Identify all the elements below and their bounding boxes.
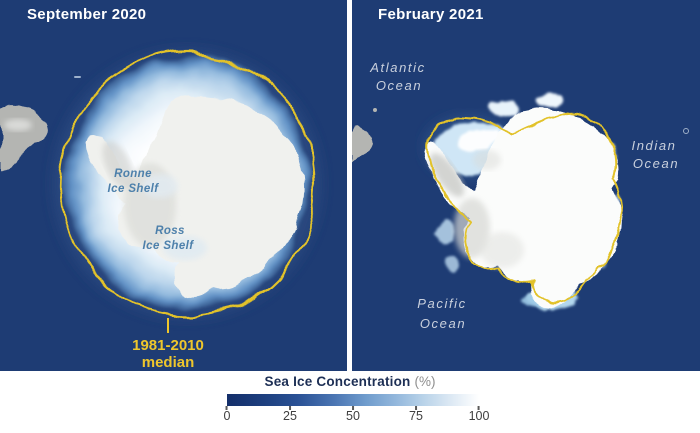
colorbar: 0 25 50 75 100 [223,394,489,430]
pacific-ocean-label-line2: Ocean [420,316,466,331]
map-panel-september-2020: September 2020 Ronne Ice Shelf Ross Ice … [0,0,347,371]
legend-title-text: Sea Ice Concentration [264,374,411,389]
pacific-ocean-label-line1: Pacific [417,296,467,311]
colorbar-tick-0: 0 [223,406,231,424]
colorbar-tick-25: 25 [283,406,297,424]
median-extent-line [427,112,623,304]
indian-ocean-label-line2: Ocean [633,156,679,171]
legend-title: Sea Ice Concentration (%) [0,374,700,389]
small-island [74,76,81,78]
indian-ocean-label-line1: Indian [631,138,676,153]
tick-mark [352,406,354,410]
colorbar-tick-75: 75 [409,406,423,424]
median-label-line2: median [142,354,195,371]
peninsula-shading [102,140,134,190]
tick-label: 100 [468,409,490,423]
tick-mark [225,406,228,410]
ross-ice-shelf-area [163,236,207,260]
colorbar-gradient [227,394,479,406]
legend-unit: (%) [414,374,436,389]
antarctica-continent [86,96,305,298]
median-label-line1: 1981-2010 [132,337,204,354]
atlantic-ocean-label-line1: Atlantic [369,60,425,75]
legend-strip: Sea Ice Concentration (%) 0 25 50 75 [0,371,700,433]
ronne-ice-shelf-label-line1: Ronne [114,168,152,180]
atlantic-ocean-label-line2: Ocean [376,78,422,93]
tick-mark [415,406,417,410]
panel-title-right: February 2021 [378,6,484,23]
small-island [373,108,377,112]
ronne-ice-shelf-area [142,174,178,198]
panel-title-left: September 2020 [27,6,146,23]
south-america-snow [4,119,32,131]
colorbar-tick-50: 50 [346,406,360,424]
ronne-shelf-shading [473,150,501,170]
small-island [683,128,689,134]
tick-mark [289,406,291,410]
ronne-ice-shelf-label-line2: Ice Shelf [108,183,160,195]
colorbar-tick-100: 100 [468,406,490,424]
tick-label: 75 [409,409,423,423]
ross-shelf-shading [480,232,524,268]
median-extent-line [60,50,318,318]
south-america-tip [352,125,374,161]
ross-ice-shelf-label-line2: Ice Shelf [143,240,195,252]
tick-label: 25 [283,409,297,423]
tick-label: 0 [223,409,231,423]
tick-label: 50 [346,409,360,423]
map-panel-february-2021: February 2021 Atlantic Ocean Indian Ocea… [352,0,700,371]
tick-mark [477,406,480,410]
antarctica-continent [425,109,623,308]
ross-ice-shelf-label-line1: Ross [155,225,185,237]
continent-shading [454,198,490,258]
peninsula-shading [429,152,465,198]
